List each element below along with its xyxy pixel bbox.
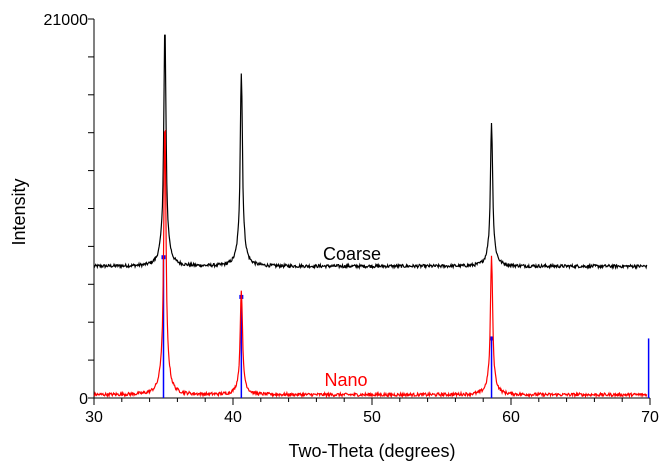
x-tick-label: 40	[224, 409, 242, 426]
y-tick-label: 0	[79, 391, 88, 408]
x-tick-label: 70	[641, 409, 659, 426]
reference-lines	[161, 255, 650, 398]
x-tick-label: 50	[363, 409, 381, 426]
series-line-nano	[93, 128, 648, 399]
y-axis-label: Intensity	[9, 178, 29, 245]
series-layer: Coarse Nano	[93, 34, 648, 399]
reference-marker	[489, 336, 494, 341]
axes: 0 21000 30 40 50 60 70	[44, 12, 660, 426]
x-tick-label: 60	[502, 409, 520, 426]
x-axis-label: Two-Theta (degrees)	[288, 441, 455, 461]
series-label-nano: Nano	[324, 370, 367, 390]
series-line-coarse	[93, 34, 648, 271]
y-tick-label: 21000	[44, 12, 89, 29]
x-tick-label: 30	[85, 409, 103, 426]
series-label-coarse: Coarse	[323, 244, 381, 264]
